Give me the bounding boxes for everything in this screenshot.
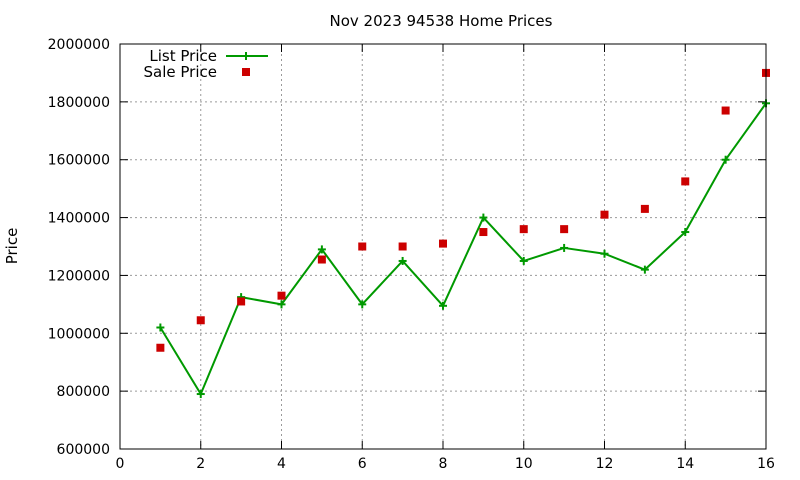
x-tick-label: 0 [116, 456, 125, 472]
x-tick-label: 2 [196, 456, 205, 472]
series-list-price [156, 99, 770, 399]
data-point [156, 343, 165, 352]
data-point [398, 242, 407, 251]
data-point [600, 249, 609, 258]
data-point [277, 300, 286, 309]
x-tick-label: 12 [596, 456, 614, 472]
data-point [560, 225, 569, 234]
data-point [439, 301, 447, 310]
data-point [560, 243, 569, 252]
data-point [196, 316, 205, 325]
x-axis-ticks: 0 2 4 6 8 10 12 14 16 [116, 44, 775, 472]
x-tick-label: 14 [676, 456, 694, 472]
x-tick-label: 8 [439, 456, 448, 472]
chart-title: Nov 2023 94538 Home Prices [330, 12, 553, 30]
y-tick-label: 1400000 [48, 211, 110, 227]
legend-marker [242, 68, 250, 76]
data-point [237, 297, 246, 306]
series-line [159, 102, 767, 396]
x-tick-label: 6 [358, 456, 367, 472]
y-tick-label: 2000000 [48, 37, 110, 53]
data-point [600, 210, 609, 219]
data-point [317, 245, 326, 254]
data-point [156, 323, 165, 332]
legend-label: List Price [149, 47, 217, 65]
data-point [721, 106, 730, 115]
data-point [681, 228, 690, 237]
data-point [640, 204, 649, 213]
y-tick-label: 600000 [57, 442, 110, 458]
plot-frame [119, 43, 767, 450]
series-sale-price [156, 68, 770, 352]
x-tick-label: 4 [277, 456, 286, 472]
data-point [358, 300, 367, 309]
y-tick-label: 800000 [57, 384, 110, 400]
data-point [479, 228, 488, 237]
data-point [398, 256, 407, 265]
data-point [439, 239, 447, 248]
data-point [358, 242, 367, 251]
y-tick-label: 1200000 [48, 268, 110, 284]
data-point [519, 225, 528, 234]
x-tick-label: 10 [515, 456, 533, 472]
data-point [721, 155, 730, 164]
data-point [681, 177, 690, 186]
data-point [519, 256, 528, 265]
data-point [317, 255, 326, 264]
y-tick-label: 1600000 [48, 153, 110, 169]
legend-marker [242, 52, 250, 60]
y-axis-label: Price [3, 228, 21, 265]
data-point [277, 291, 286, 300]
y-axis-ticks: 600000 800000 1000000 1200000 1400000 1600000… [48, 37, 766, 458]
x-tick-label: 16 [757, 456, 775, 472]
y-tick-label: 1800000 [48, 95, 110, 111]
data-point [640, 265, 649, 274]
series-layer [156, 68, 770, 399]
data-point [479, 213, 488, 222]
legend-label: Sale Price [144, 63, 217, 81]
y-tick-label: 1000000 [48, 326, 110, 342]
data-point [196, 390, 205, 399]
